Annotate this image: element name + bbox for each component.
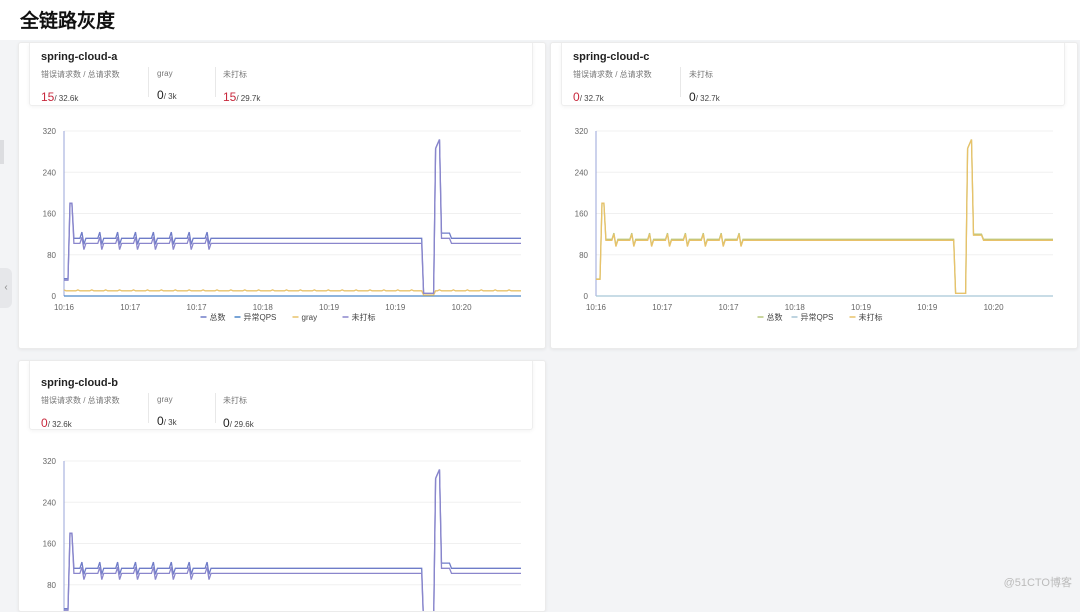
divider — [680, 67, 681, 97]
x-tick-label: 10:17 — [719, 303, 740, 312]
stat-label: 错误请求数 / 总请求数 — [41, 70, 120, 79]
legend-label: gray — [302, 313, 318, 322]
stats-panel: spring-cloud-b 错误请求数 / 总请求数 0/ 32.6k gra… — [29, 361, 533, 430]
stat-value: 15 — [223, 90, 237, 104]
x-tick-label: 10:19 — [917, 303, 938, 312]
title-bar — [0, 0, 1080, 40]
stat-value: 0 — [41, 416, 48, 430]
side-handle[interactable] — [0, 140, 4, 164]
stat-total: / 29.6k — [229, 420, 254, 429]
stat-label: gray — [157, 395, 173, 404]
stat-value: 0 — [689, 90, 696, 104]
stats-panel: spring-cloud-a 错误请求数 / 总请求数 15/ 32.6k gr… — [29, 43, 533, 106]
x-tick-label: 10:19 — [319, 303, 340, 312]
stat-total: / 3k — [163, 92, 177, 101]
y-tick-label: 320 — [43, 127, 57, 136]
collapse-sidebar-button[interactable]: ‹ — [0, 268, 12, 308]
y-tick-label: 80 — [47, 251, 56, 260]
x-tick-label: 10:20 — [984, 303, 1005, 312]
stat-value: 0 — [157, 88, 164, 102]
series-line — [63, 289, 521, 296]
stat-total: / 3k — [163, 418, 177, 427]
legend-label: 总数 — [767, 312, 783, 322]
legend-label: 未打标 — [352, 312, 376, 322]
stats-panel: spring-cloud-c 错误请求数 / 总请求数 0/ 32.7k 未打标… — [561, 43, 1065, 106]
stat-label: gray — [157, 69, 173, 78]
legend-label: 总数 — [210, 312, 226, 322]
divider — [215, 393, 216, 423]
x-tick-label: 10:19 — [385, 303, 406, 312]
stat-label: 未打标 — [223, 396, 247, 405]
stat-value: 15 — [41, 90, 55, 104]
divider — [148, 67, 149, 97]
stat-total: / 29.7k — [236, 94, 261, 103]
stat-total: / 32.6k — [54, 94, 79, 103]
stat-total: / 32.7k — [579, 94, 604, 103]
stat-value: 0 — [223, 416, 230, 430]
series-line — [596, 139, 1053, 295]
qps-chart[interactable]: 0 80 160 240 320 10:16 10:17 10:17 10:18 10:19 10:… — [19, 111, 545, 349]
x-tick-label: 10:17 — [187, 303, 208, 312]
stat-gray: gray 0/ 3k — [157, 395, 177, 430]
legend-label: 未打标 — [859, 312, 883, 322]
y-tick-label: 320 — [43, 457, 57, 466]
x-tick-label: 10:16 — [586, 303, 607, 312]
stat-error-total: 错误请求数 / 总请求数 0/ 32.7k — [573, 69, 652, 106]
y-tick-label: 240 — [575, 168, 589, 177]
stat-value: 0 — [573, 90, 580, 104]
x-tick-label: 10:16 — [54, 303, 75, 312]
stat-untagged: 未打标 15/ 29.7k — [223, 69, 260, 106]
x-tick-label: 10:18 — [253, 303, 274, 312]
service-name: spring-cloud-c — [573, 51, 650, 63]
stat-gray: gray 0/ 3k — [157, 69, 177, 104]
page-title: 全链路灰度 — [20, 11, 116, 32]
x-tick-label: 10:18 — [785, 303, 806, 312]
x-tick-label: 10:17 — [120, 303, 141, 312]
y-tick-label: 80 — [47, 581, 56, 590]
service-name: spring-cloud-a — [41, 51, 118, 63]
qps-chart[interactable]: 0 80 160 240 320 10:16 10:17 10:17 10:18 10:19 10:… — [551, 111, 1077, 349]
y-tick-label: 240 — [43, 168, 57, 177]
legend-label: 异常QPS — [244, 313, 277, 322]
stat-label: 错误请求数 / 总请求数 — [573, 70, 652, 79]
series-line — [64, 469, 521, 611]
divider — [215, 67, 216, 97]
y-tick-label: 0 — [584, 292, 589, 301]
x-tick-label: 10:17 — [652, 303, 673, 312]
series-line — [596, 139, 1053, 295]
stat-untagged: 未打标 0/ 32.7k — [689, 69, 720, 106]
stat-total: / 32.7k — [695, 94, 720, 103]
series-line — [64, 139, 521, 295]
stat-label: 未打标 — [689, 70, 713, 79]
qps-chart[interactable]: 08016024032010:1610:1710:1710:1810:1910:… — [19, 441, 545, 611]
stat-error-total: 错误请求数 / 总请求数 0/ 32.6k — [41, 395, 120, 432]
x-tick-label: 10:20 — [452, 303, 473, 312]
y-tick-label: 320 — [575, 127, 589, 136]
service-card-a: spring-cloud-a 错误请求数 / 总请求数 15/ 32.6k gr… — [18, 42, 546, 349]
y-tick-label: 160 — [43, 210, 57, 219]
stat-label: 错误请求数 / 总请求数 — [41, 396, 120, 405]
x-tick-label: 10:19 — [851, 303, 872, 312]
service-name: spring-cloud-b — [41, 377, 118, 389]
y-tick-label: 160 — [43, 540, 57, 549]
divider — [148, 393, 149, 423]
stat-value: 0 — [157, 414, 164, 428]
legend-label: 异常QPS — [801, 313, 834, 322]
watermark: @51CTO博客 — [1003, 577, 1072, 589]
chevron-left-icon: ‹ — [4, 282, 8, 293]
y-tick-label: 160 — [575, 210, 589, 219]
stat-label: 未打标 — [223, 70, 247, 79]
stat-untagged: 未打标 0/ 29.6k — [223, 395, 254, 432]
y-tick-label: 0 — [52, 292, 57, 301]
y-tick-label: 240 — [43, 498, 57, 507]
series-line — [64, 139, 521, 295]
y-tick-label: 80 — [579, 251, 588, 260]
stat-total: / 32.6k — [47, 420, 72, 429]
service-card-c: spring-cloud-c 错误请求数 / 总请求数 0/ 32.7k 未打标… — [550, 42, 1078, 349]
series-line — [64, 469, 521, 611]
service-card-b: spring-cloud-b 错误请求数 / 总请求数 0/ 32.6k gra… — [18, 360, 546, 612]
stat-error-total: 错误请求数 / 总请求数 15/ 32.6k — [41, 69, 120, 106]
